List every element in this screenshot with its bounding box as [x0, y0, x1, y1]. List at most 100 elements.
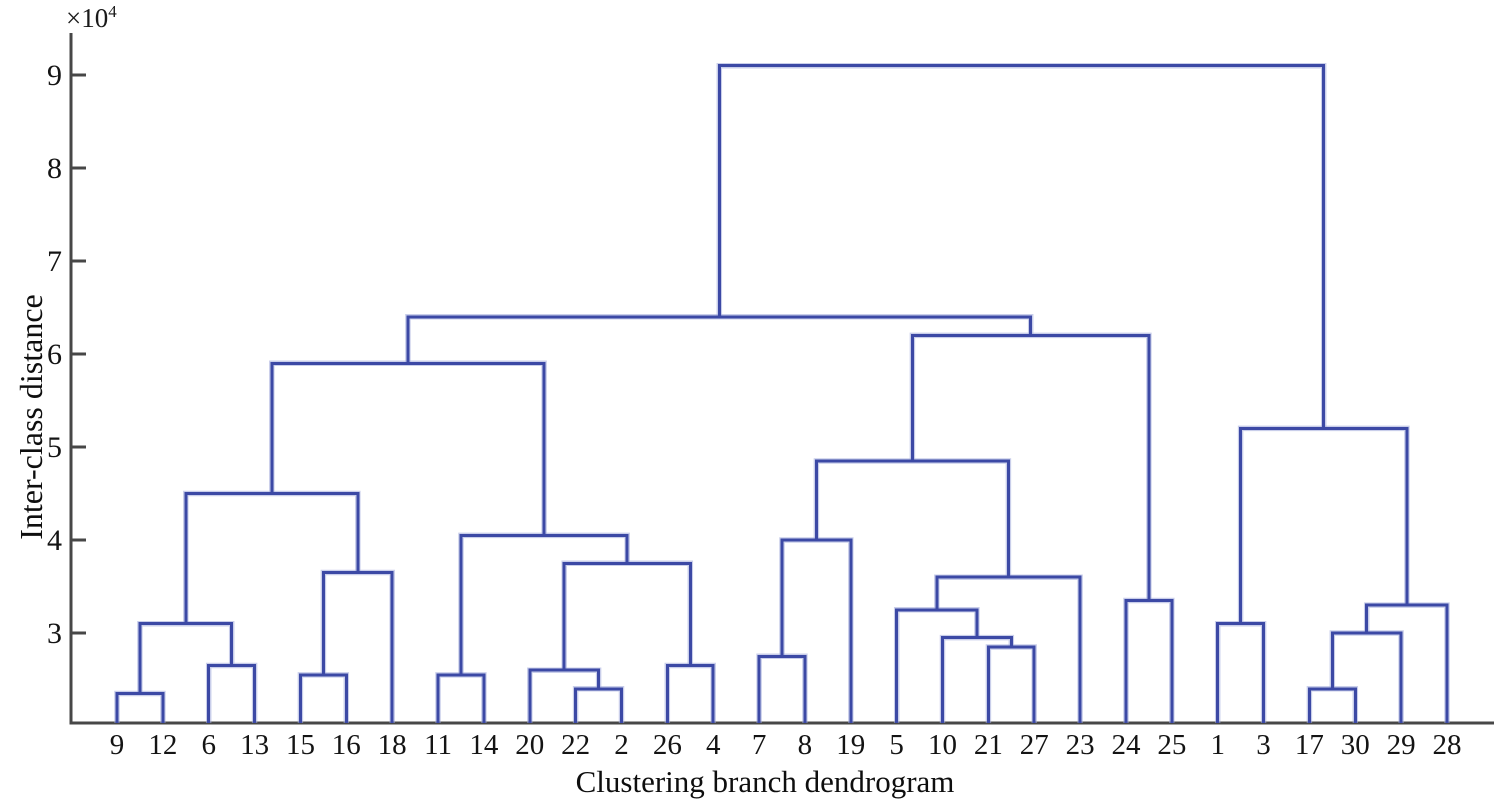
dendrogram-link-halo	[813, 458, 1012, 578]
dendrogram-link	[406, 315, 1033, 364]
dendrogram-link-halo	[114, 690, 166, 723]
leaf-label: 15	[286, 729, 315, 761]
y-axis-title: Inter-class distance	[13, 294, 49, 540]
dendrogram-link	[1365, 603, 1449, 723]
leaf-label: 30	[1341, 729, 1370, 761]
leaf-label: 25	[1157, 729, 1186, 761]
dendrogram-link	[562, 561, 692, 671]
dendrogram-link-halo	[527, 667, 602, 723]
dendrogram-link-halo	[664, 662, 716, 723]
y-axis-scale-base: ×10	[66, 3, 109, 33]
dendrogram-link	[910, 333, 1151, 601]
leaf-label: 18	[378, 729, 407, 761]
dendrogram-link	[1307, 687, 1357, 723]
dendrogram-link	[270, 361, 546, 536]
dendrogram-link	[184, 492, 360, 624]
leaf-label: 9	[110, 729, 125, 761]
dendrogram-link	[717, 64, 1326, 429]
leaf-label: 4	[706, 729, 721, 761]
dendrogram-link-halo	[572, 686, 625, 723]
y-axis-scale-power: 4	[108, 2, 117, 21]
leaf-label: 12	[148, 729, 177, 761]
dendrogram-link	[665, 664, 715, 723]
y-tick-label: 9	[47, 59, 62, 92]
dendrogram-link	[115, 692, 165, 723]
dendrogram-link-halo	[183, 490, 361, 624]
dendrogram-link	[780, 538, 853, 723]
dendrogram-link	[814, 459, 1010, 578]
leaf-label: 29	[1387, 729, 1416, 761]
leaf-label: 19	[836, 729, 865, 761]
dendrogram-link-halo	[893, 607, 980, 723]
y-tick-label: 4	[47, 524, 62, 557]
dendrogram-link-halo	[137, 620, 235, 694]
dendrogram-link	[895, 608, 979, 723]
leaf-label: 27	[1020, 729, 1049, 761]
dendrogram-link	[321, 571, 394, 723]
leaf-label: 3	[1256, 729, 1271, 761]
dendrogram-link	[574, 687, 623, 723]
leaf-label: 1	[1210, 729, 1225, 761]
leaf-label: 28	[1433, 729, 1462, 761]
dendrogram-link-halo	[269, 360, 547, 536]
leaf-label: 16	[332, 729, 361, 761]
dendrogram-link	[941, 636, 1013, 723]
leaf-label: 8	[798, 729, 813, 761]
dendrogram-link	[757, 654, 807, 723]
dendrogram-link-halo	[435, 672, 487, 723]
x-axis-title: Clustering branch dendrogram	[575, 764, 955, 799]
leaf-label: 11	[424, 729, 452, 761]
dendrogram-link-halo	[1329, 630, 1404, 723]
y-tick-label: 6	[47, 338, 62, 371]
dendrogram-link-halo	[1306, 686, 1359, 723]
leaf-label: 5	[889, 729, 904, 761]
leaf-label: 10	[928, 729, 957, 761]
dendrogram-link-halo	[1214, 620, 1267, 723]
leaf-label: 26	[653, 729, 682, 761]
dendrogram-link-halo	[1237, 425, 1410, 624]
dendrogram-link	[1239, 426, 1409, 624]
dendrogram-link	[298, 673, 348, 723]
leaf-label: 20	[515, 729, 544, 761]
dendrogram-link	[986, 645, 1036, 723]
dendrogram-link-halo	[779, 537, 854, 723]
dendrogram-link-halo	[405, 314, 1034, 364]
dendrogram-link-halo	[297, 672, 350, 723]
y-tick-label: 8	[47, 152, 62, 185]
dendrogram-link-halo	[985, 644, 1037, 723]
dendrogram-link-halo	[934, 574, 1083, 723]
dendrogram-link	[436, 673, 486, 723]
dendrogram-link-halo	[909, 332, 1152, 601]
dendrogram-link-halo	[716, 62, 1327, 429]
dendrogram-link-halo	[561, 560, 694, 671]
leaf-label: 13	[240, 729, 269, 761]
leaf-label: 22	[561, 729, 590, 761]
dendrogram-link	[935, 575, 1082, 723]
dendrogram-link	[459, 533, 629, 675]
dendrogram-link	[138, 622, 234, 694]
dendrogram-link-halo	[756, 653, 808, 723]
dendrogram-link-halo	[1123, 597, 1175, 723]
leaf-label: 21	[974, 729, 1003, 761]
dendrogram-link	[1216, 622, 1266, 723]
leaf-label: 24	[1111, 729, 1141, 761]
leaf-label: 23	[1066, 729, 1095, 761]
dendrogram-link-halo	[1363, 602, 1450, 723]
y-tick-label: 3	[47, 617, 62, 650]
leaf-label: 6	[201, 729, 216, 761]
leaf-label: 17	[1295, 729, 1324, 761]
dendrogram-link	[528, 668, 601, 723]
y-axis-scale-exponent: ×104	[66, 2, 117, 34]
dendrogram-link-halo	[939, 634, 1015, 723]
axis-lines	[69, 33, 1494, 725]
y-tick-label: 5	[47, 431, 62, 464]
dendrogram-link	[1124, 599, 1174, 723]
y-tick-label: 7	[47, 245, 62, 278]
dendrogram-link	[1330, 631, 1403, 723]
dendrogram-link-halo	[205, 662, 258, 723]
dendrogram-link	[207, 664, 257, 723]
leaf-label: 14	[469, 729, 499, 761]
dendrogram-link-halo	[320, 569, 395, 723]
leaf-label: 7	[752, 729, 767, 761]
